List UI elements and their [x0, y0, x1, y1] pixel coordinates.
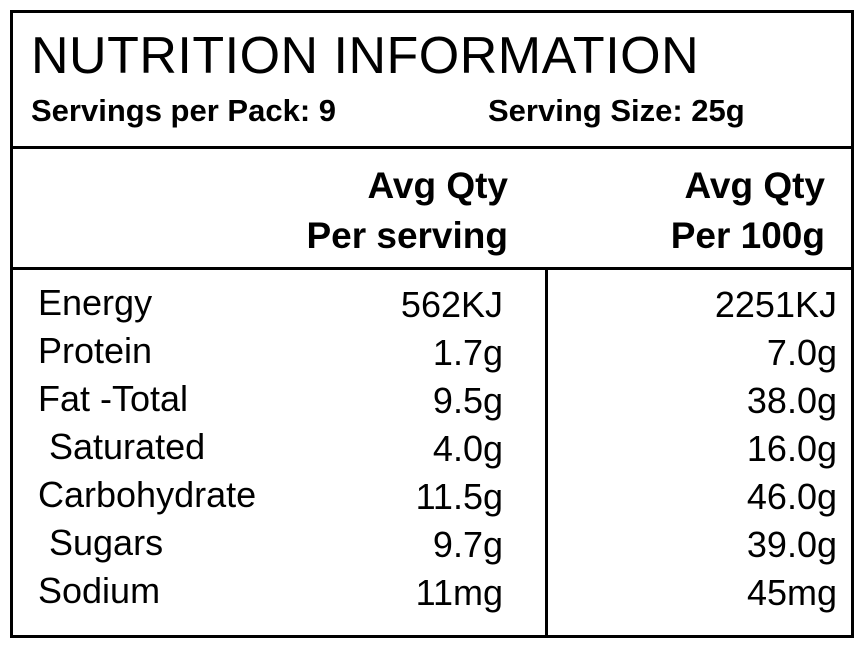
column-header-per-serving: Avg Qty Per serving	[306, 161, 508, 261]
table-row: Carbohydrate 11.5g 46.0g	[13, 471, 851, 519]
column-header-line: Per 100g	[670, 215, 825, 256]
column-header-line: Per serving	[306, 215, 508, 256]
table-divider	[13, 267, 851, 270]
table-row: Sodium 11mg 45mg	[13, 567, 851, 615]
table-row: Energy 562KJ 2251KJ	[13, 279, 851, 327]
column-divider	[545, 267, 548, 638]
table-row: Protein 1.7g 7.0g	[13, 327, 851, 375]
per-100g-value: 16.0g	[746, 428, 837, 469]
per-serving-value: 1.7g	[432, 332, 503, 373]
per-serving-value: 11.5g	[415, 476, 503, 517]
serving-size: Serving Size: 25g	[488, 93, 745, 128]
nutrient-name: Energy	[38, 282, 153, 323]
column-header-per-100g: Avg Qty Per 100g	[671, 161, 825, 261]
nutrient-table: Energy 562KJ 2251KJ Protein 1.7g 7.0g Fa…	[13, 279, 851, 615]
per-serving-value: 11mg	[415, 572, 503, 613]
nutrition-panel: NUTRITION INFORMATION Servings per Pack:…	[10, 10, 854, 638]
per-100g-value: 46.0g	[746, 476, 837, 517]
servings-per-pack: Servings per Pack: 9	[31, 93, 336, 128]
table-row: Fat -Total 9.5g 38.0g	[13, 375, 851, 423]
header-divider	[13, 146, 851, 149]
nutrient-name: Protein	[38, 330, 153, 371]
panel-title: NUTRITION INFORMATION	[31, 27, 700, 85]
nutrient-name: Fat -Total	[38, 378, 189, 419]
per-100g-value: 7.0g	[766, 332, 837, 373]
per-100g-value: 38.0g	[746, 380, 837, 421]
per-serving-value: 9.5g	[432, 380, 503, 421]
nutrient-name: Carbohydrate	[38, 474, 257, 515]
nutrient-name: Sodium	[38, 570, 161, 611]
per-serving-value: 4.0g	[432, 428, 503, 469]
table-row: Sugars 9.7g 39.0g	[13, 519, 851, 567]
per-100g-value: 2251KJ	[714, 284, 837, 325]
per-100g-value: 45mg	[746, 572, 837, 613]
per-100g-value: 39.0g	[746, 524, 837, 565]
per-serving-value: 562KJ	[400, 284, 503, 325]
column-header-line: Avg Qty	[367, 165, 508, 206]
nutrient-name: Saturated	[49, 426, 206, 467]
table-row: Saturated 4.0g 16.0g	[13, 423, 851, 471]
nutrient-name: Sugars	[49, 522, 164, 563]
column-header-line: Avg Qty	[684, 165, 825, 206]
per-serving-value: 9.7g	[432, 524, 503, 565]
